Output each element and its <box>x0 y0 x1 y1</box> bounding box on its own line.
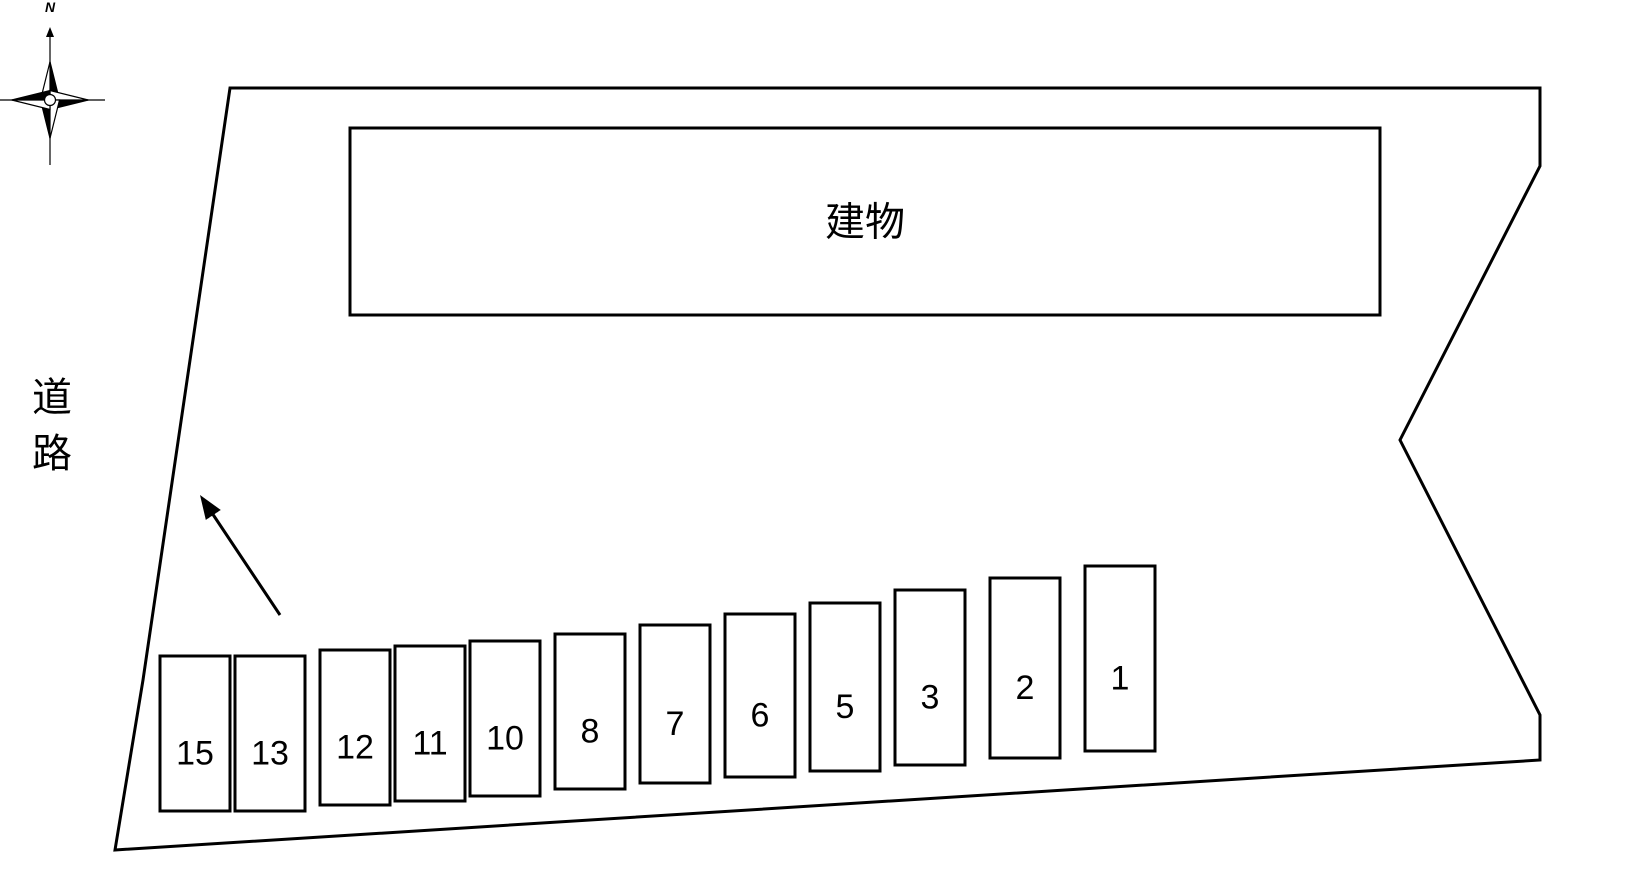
parking-space-number: 1 <box>1111 659 1130 697</box>
road-label: 道 路 <box>32 370 72 482</box>
direction-arrow <box>210 510 280 615</box>
parking-space-number: 13 <box>251 734 289 772</box>
road-label-line-2: 路 <box>32 426 72 482</box>
parking-space-number: 15 <box>176 734 214 772</box>
parking-space-number: 5 <box>836 688 855 726</box>
compass-n-label: N <box>45 0 56 15</box>
parking-lot-group: 15 13 12 11 10 8 7 6 5 3 2 1 <box>160 566 1155 811</box>
compass-rose-icon: N <box>0 0 105 165</box>
parking-space-number: 8 <box>581 712 600 750</box>
parking-space-number: 10 <box>486 719 524 757</box>
site-plan-svg: N 建物 15 13 12 11 10 8 7 6 5 3 2 1 <box>0 0 1642 883</box>
parking-space-number: 12 <box>336 728 374 766</box>
parking-space-number: 3 <box>921 678 940 716</box>
parking-space-number: 7 <box>666 705 685 743</box>
road-label-line-1: 道 <box>32 370 72 426</box>
parking-space-number: 6 <box>751 696 770 734</box>
parking-space-number: 11 <box>412 724 447 762</box>
parking-space-number: 2 <box>1016 669 1035 707</box>
building-label: 建物 <box>825 201 905 245</box>
